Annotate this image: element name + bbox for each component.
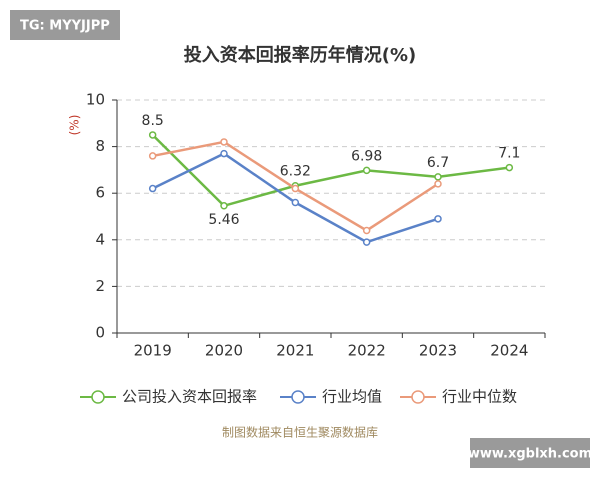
legend-marker (291, 390, 305, 404)
point (291, 184, 300, 193)
point (362, 166, 371, 175)
watermark: www.xgblxh.com (468, 447, 592, 462)
y-tick-label: 2 (95, 277, 105, 295)
y-tick-label: 4 (95, 230, 105, 248)
point (362, 226, 371, 235)
point (148, 152, 157, 160)
data-label: 7.1 (498, 146, 520, 162)
data-label: 5.46 (208, 212, 239, 228)
y-tick-label: 6 (95, 184, 105, 202)
watermark-box (10, 10, 120, 40)
x-tick-label: 2020 (205, 342, 243, 360)
x-tick-label: 2021 (276, 342, 314, 360)
legend-marker (411, 390, 425, 404)
legend-label: 行业均值 (322, 388, 382, 406)
y-tick-label: 8 (95, 137, 105, 155)
data-label: 6.7 (427, 155, 449, 171)
data-label: 6.98 (351, 148, 382, 164)
x-tick-label: 2023 (419, 342, 457, 360)
y-tick-label: 0 (95, 324, 105, 342)
point (148, 131, 157, 139)
x-tick-label: 2024 (490, 342, 528, 360)
watermark-box (470, 438, 590, 468)
data-label: 8.5 (142, 113, 164, 129)
series-line (151, 134, 510, 208)
point (362, 238, 371, 246)
point (220, 202, 228, 210)
legend-label: 行业中位数 (442, 388, 517, 406)
legend-label: 公司投入资本回报率 (122, 388, 257, 406)
data-label: 6.32 (280, 164, 311, 180)
x-tick-label: 2019 (134, 342, 172, 360)
point (291, 198, 300, 207)
y-axis-label: (%) (68, 115, 82, 136)
point (148, 184, 157, 193)
point (434, 173, 442, 181)
point (220, 149, 228, 158)
watermark: TG: MYYJJPP (20, 19, 110, 34)
x-tick-label: 2022 (348, 342, 386, 360)
point (505, 163, 514, 172)
point (220, 138, 228, 146)
y-tick-label: 10 (86, 91, 105, 109)
legend-marker (91, 390, 105, 404)
source: 制图数据来自恒生聚源数据库 (222, 425, 378, 440)
point (434, 215, 442, 223)
chart-title: 投入资本回报率历年情况(%) (184, 44, 417, 66)
point (434, 180, 442, 188)
